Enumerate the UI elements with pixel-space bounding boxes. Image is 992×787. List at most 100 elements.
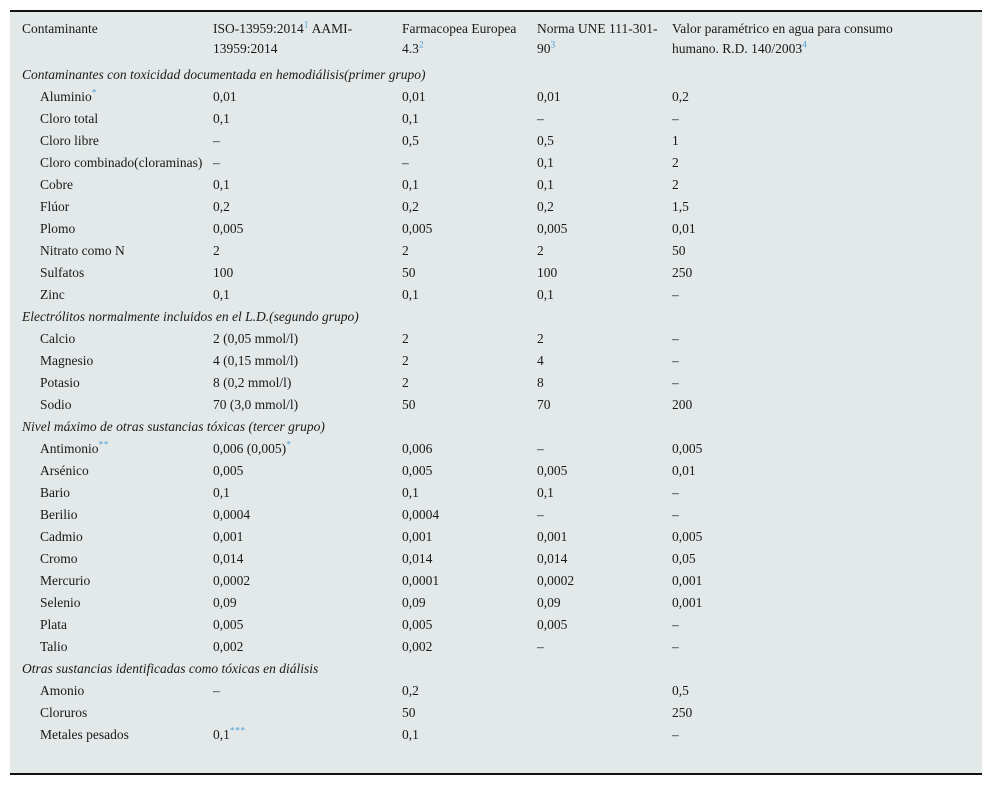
value-cell: – bbox=[402, 155, 409, 170]
value-cell: 0,0002 bbox=[537, 573, 575, 588]
table-row: Cloruros 50 250 bbox=[13, 702, 982, 724]
value-cell: 0,1 bbox=[213, 485, 230, 500]
value-cell: 0,2 bbox=[213, 199, 230, 214]
table-row: Potasio 8 (0,2 mmol/l) 2 8 – bbox=[13, 372, 982, 394]
contaminant-name: Cloro libre bbox=[40, 133, 99, 148]
reference-link[interactable]: 1 bbox=[303, 20, 309, 31]
contaminant-name: Flúor bbox=[40, 199, 70, 214]
table-row: Sulfatos 100 50 100 250 bbox=[13, 262, 982, 284]
value-cell: 1,5 bbox=[672, 199, 689, 214]
value-cell: 200 bbox=[672, 397, 693, 412]
value-cell: 0,01 bbox=[402, 89, 426, 104]
value-cell: 0,1 bbox=[402, 727, 419, 742]
value-cell: 0,005 bbox=[672, 441, 703, 456]
value-cell: 0,1*** bbox=[213, 726, 246, 742]
value-cell: 0,0004 bbox=[402, 507, 440, 522]
contaminant-name: Cloro total bbox=[40, 111, 99, 126]
value-cell: 0,01 bbox=[537, 89, 561, 104]
value-cell: 2 bbox=[537, 331, 544, 346]
footnote-marker[interactable]: * bbox=[91, 88, 98, 99]
value-cell: 0,05 bbox=[672, 551, 696, 566]
contaminant-name: Sodio bbox=[40, 397, 72, 412]
footnote-marker[interactable]: ** bbox=[98, 440, 110, 451]
value-cell: 0,002 bbox=[213, 639, 244, 654]
value-cell: 0,005 bbox=[213, 617, 244, 632]
value-cell: 0,5 bbox=[402, 133, 419, 148]
table-row: Aluminio* 0,01 0,01 0,01 0,2 bbox=[13, 86, 982, 108]
table-row: Selenio 0,09 0,09 0,09 0,001 bbox=[13, 592, 982, 614]
table-row: Mercurio 0,0002 0,0001 0,0002 0,001 bbox=[13, 570, 982, 592]
value-cell: 2 bbox=[402, 375, 409, 390]
contaminant-name: Aluminio* bbox=[40, 88, 98, 104]
reference-link[interactable]: 2 bbox=[418, 40, 425, 51]
contaminant-name: Bario bbox=[40, 485, 70, 500]
contaminant-name: Sulfatos bbox=[40, 265, 85, 280]
contaminant-name: Amonio bbox=[40, 683, 85, 698]
table-row: Antimonio** 0,006 (0,005)* 0,006 – 0,005 bbox=[13, 438, 982, 460]
contaminant-name: Calcio bbox=[40, 331, 76, 346]
value-cell: – bbox=[672, 111, 679, 126]
value-cell: 2 (0,05 mmol/l) bbox=[213, 331, 299, 346]
value-cell: 0,005 bbox=[402, 463, 433, 478]
reference-link[interactable]: 3 bbox=[550, 40, 556, 51]
table-row: Calcio 2 (0,05 mmol/l) 2 2 – bbox=[13, 328, 982, 350]
value-cell: 50 bbox=[402, 265, 416, 280]
value-cell: 0,001 bbox=[672, 573, 703, 588]
table-row: Bario 0,1 0,1 0,1 – bbox=[13, 482, 982, 504]
value-cell: 8 bbox=[537, 375, 544, 390]
value-cell: 0,014 bbox=[402, 551, 433, 566]
value-cell: – bbox=[672, 485, 679, 500]
value-cell: 70 (3,0 mmol/l) bbox=[213, 397, 299, 412]
value-cell: 0,1 bbox=[537, 155, 554, 170]
value-cell bbox=[537, 724, 672, 746]
section-title: Otras sustancias identificadas como tóxi… bbox=[22, 661, 319, 676]
value-cell: 100 bbox=[213, 265, 234, 280]
contaminant-name: Talio bbox=[40, 639, 68, 654]
column-header: Farmacopea Europea 4.32 bbox=[402, 19, 537, 64]
value-cell: 0,005 bbox=[402, 221, 433, 236]
value-cell: – bbox=[672, 287, 679, 302]
value-cell: 0,005 bbox=[537, 221, 568, 236]
value-cell: 4 bbox=[537, 353, 544, 368]
table-row: Cloro combinado(cloraminas) – –0,1 2 bbox=[13, 152, 982, 174]
value-cell: 0,5 bbox=[672, 683, 689, 698]
value-cell: 0,09 bbox=[537, 595, 561, 610]
value-cell: 1 bbox=[672, 133, 679, 148]
value-cell: 0,1 bbox=[402, 287, 419, 302]
footnote-marker[interactable]: * bbox=[286, 440, 292, 451]
value-cell: 2 bbox=[672, 155, 679, 170]
value-cell bbox=[537, 702, 672, 724]
value-cell: – bbox=[537, 111, 544, 126]
column-header-label: Valor paramétrico en agua para consumo h… bbox=[672, 21, 893, 56]
value-cell: 0,5 bbox=[537, 133, 554, 148]
value-cell: 0,09 bbox=[402, 595, 426, 610]
value-cell: 0,2 bbox=[402, 199, 419, 214]
value-cell: – bbox=[672, 507, 679, 522]
column-header-label: ISO-13959:20141 AAMI-13959:2014 bbox=[213, 20, 353, 56]
contaminant-name: Arsénico bbox=[40, 463, 89, 478]
value-cell: 2 bbox=[537, 243, 544, 258]
value-cell: – bbox=[672, 331, 679, 346]
table-row: Flúor 0,2 0,2 0,2 1,5 bbox=[13, 196, 982, 218]
contaminant-name: Plomo bbox=[40, 221, 76, 236]
value-cell: – bbox=[213, 683, 220, 698]
contaminant-name: Magnesio bbox=[40, 353, 94, 368]
table-body: Contaminantes con toxicidad documentada … bbox=[13, 64, 982, 746]
reference-link[interactable]: 4 bbox=[802, 40, 808, 51]
value-cell: 0,005 bbox=[672, 529, 703, 544]
value-cell: 0,0001 bbox=[402, 573, 440, 588]
table-row: Plata 0,005 0,005 0,005 – bbox=[13, 614, 982, 636]
contaminant-name: Plata bbox=[40, 617, 67, 632]
contaminant-name: Nitrato como N bbox=[40, 243, 125, 258]
value-cell: 0,1 bbox=[213, 177, 230, 192]
contaminant-name: Potasio bbox=[40, 375, 80, 390]
contaminant-name: Mercurio bbox=[40, 573, 91, 588]
table-row: Plomo 0,005 0,005 0,005 0,01 bbox=[13, 218, 982, 240]
value-cell: 0,005 bbox=[402, 617, 433, 632]
footnote-marker[interactable]: *** bbox=[229, 726, 246, 737]
table-row: Berilio 0,0004 0,0004 – – bbox=[13, 504, 982, 526]
column-header-label: Norma UNE 111-301-903 bbox=[537, 21, 658, 56]
column-header-label: Contaminante bbox=[22, 21, 98, 36]
value-cell: 250 bbox=[672, 705, 693, 720]
